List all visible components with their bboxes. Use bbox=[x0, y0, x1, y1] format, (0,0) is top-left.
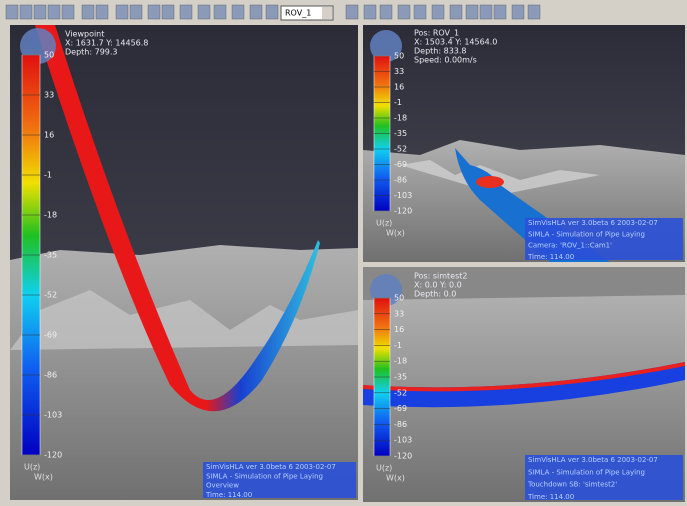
legend-variable: W(x) bbox=[386, 229, 405, 238]
legend-tick-label: -52 bbox=[394, 145, 407, 154]
tool-button[interactable] bbox=[148, 5, 160, 19]
info-line: Camera: 'ROV_1::Cam1' bbox=[528, 242, 612, 250]
viewport-readout: Depth: 0.0 bbox=[414, 290, 456, 299]
tool-button[interactable] bbox=[82, 5, 94, 19]
info-line: SimVisHLA ver 3.0beta 6 2003-02-07 bbox=[528, 219, 658, 227]
legend-variable: U(z) bbox=[376, 464, 392, 473]
legend-variable: W(x) bbox=[34, 473, 53, 482]
tool-button[interactable] bbox=[414, 5, 426, 19]
legend-tick-label: -1 bbox=[394, 341, 402, 350]
viewport-readout: X: 1631.7 Y: 14456.8 bbox=[65, 39, 148, 48]
legend-tick-label: -103 bbox=[44, 411, 62, 420]
legend-tick-label: -86 bbox=[44, 371, 57, 380]
legend-tick-label: -86 bbox=[394, 420, 407, 429]
info-line: Time: 114.00 bbox=[527, 253, 574, 261]
dropdown-value: ROV_1 bbox=[285, 9, 311, 18]
info-line: Touchdown SB: 'simtest2' bbox=[527, 481, 617, 489]
tool-button[interactable] bbox=[214, 5, 226, 19]
tool-button[interactable] bbox=[162, 5, 174, 19]
pipe-stress bbox=[476, 176, 504, 188]
legend-tick-label: -52 bbox=[394, 388, 407, 397]
legend-tick-label: -18 bbox=[394, 114, 407, 123]
view-overview bbox=[10, 25, 358, 500]
tool-button[interactable] bbox=[480, 5, 492, 19]
tool-button[interactable] bbox=[232, 5, 244, 19]
legend-variable: U(z) bbox=[376, 219, 392, 228]
legend-tick-label: -52 bbox=[44, 291, 57, 300]
viewport-readout: Pos: simtest2 bbox=[414, 272, 467, 281]
info-line: SimVisHLA ver 3.0beta 6 2003-02-07 bbox=[206, 463, 336, 471]
legend-tick-label: 33 bbox=[394, 67, 404, 76]
legend-tick-label: -103 bbox=[394, 436, 412, 445]
tool-button[interactable] bbox=[494, 5, 506, 19]
legend-tick-label: -103 bbox=[394, 191, 412, 200]
legend-variable: W(x) bbox=[386, 474, 405, 483]
viewport-readout: Depth: 799.3 bbox=[65, 48, 118, 57]
tool-button[interactable] bbox=[432, 5, 444, 19]
info-line: SimVisHLA ver 3.0beta 6 2003-02-07 bbox=[528, 456, 658, 464]
tool-button[interactable] bbox=[528, 5, 540, 19]
legend-variable: U(z) bbox=[24, 463, 40, 472]
legend-tick-label: -69 bbox=[394, 404, 407, 413]
viewport-readout: X: 1503.4 Y: 14564.0 bbox=[414, 38, 497, 47]
viewport-readout: Pos: ROV_1 bbox=[414, 29, 459, 38]
toolbar-buttons bbox=[6, 5, 540, 19]
tool-button[interactable] bbox=[398, 5, 410, 19]
info-line: Overview bbox=[206, 482, 239, 490]
tool-button[interactable] bbox=[466, 5, 478, 19]
info-line: Time: 114.00 bbox=[527, 493, 574, 501]
tool-button[interactable] bbox=[34, 5, 46, 19]
legend-tick-label: -18 bbox=[44, 211, 57, 220]
tool-button[interactable] bbox=[512, 5, 524, 19]
legend-tick-label: 16 bbox=[44, 131, 54, 140]
viewport-readout: Viewpoint bbox=[65, 30, 104, 39]
legend-tick-label: -1 bbox=[394, 98, 402, 107]
viewport-readout: Speed: 0.00m/s bbox=[414, 56, 477, 65]
legend-tick-label: -86 bbox=[394, 176, 407, 185]
legend-tick-label: 16 bbox=[394, 83, 404, 92]
legend-tick-label: 33 bbox=[394, 309, 404, 318]
legend-tick-label: -69 bbox=[394, 160, 407, 169]
legend-tick-label: -18 bbox=[394, 357, 407, 366]
tool-button[interactable] bbox=[380, 5, 392, 19]
tool-button[interactable] bbox=[62, 5, 74, 19]
tool-button[interactable] bbox=[266, 5, 278, 19]
tool-button[interactable] bbox=[180, 5, 192, 19]
legend-tick-label: -35 bbox=[394, 129, 407, 138]
legend-tick-label: 50 bbox=[394, 294, 404, 303]
info-line: SIMLA - Simulation of Pipe Laying bbox=[528, 230, 645, 238]
viewport-readout: X: 0.0 Y: 0.0 bbox=[414, 281, 462, 290]
legend-tick-label: -1 bbox=[44, 171, 52, 180]
tool-button[interactable] bbox=[6, 5, 18, 19]
info-line: SIMLA - Simulation of Pipe Laying bbox=[528, 468, 645, 476]
tool-button[interactable] bbox=[130, 5, 142, 19]
tool-button[interactable] bbox=[20, 5, 32, 19]
legend-tick-label: 16 bbox=[394, 325, 404, 334]
info-line: SIMLA - Simulation of Pipe Laying bbox=[206, 472, 323, 480]
legend-tick-label: -69 bbox=[44, 331, 57, 340]
tool-button[interactable] bbox=[96, 5, 108, 19]
legend-tick-label: -120 bbox=[394, 207, 412, 216]
legend-tick-label: 33 bbox=[44, 91, 54, 100]
tool-button[interactable] bbox=[48, 5, 60, 19]
dropdown-arrow[interactable] bbox=[322, 7, 332, 19]
tool-button[interactable] bbox=[250, 5, 262, 19]
legend-tick-label: -35 bbox=[44, 251, 57, 260]
info-line: Time: 114.00 bbox=[205, 491, 252, 499]
legend-tick-label: 50 bbox=[44, 51, 54, 60]
legend-tick-label: -120 bbox=[44, 451, 62, 460]
legend-tick-label: -35 bbox=[394, 373, 407, 382]
viewport-readout: Depth: 833.8 bbox=[414, 47, 467, 56]
tool-button[interactable] bbox=[346, 5, 358, 19]
tool-button[interactable] bbox=[450, 5, 462, 19]
tool-button[interactable] bbox=[364, 5, 376, 19]
app-window: ROV_1 ViewpointX: 1631.7 Y: 14456.8Depth… bbox=[0, 0, 687, 506]
legend-tick-label: 50 bbox=[394, 52, 404, 61]
legend-tick-label: -120 bbox=[394, 452, 412, 461]
tool-button[interactable] bbox=[116, 5, 128, 19]
tool-button[interactable] bbox=[198, 5, 210, 19]
